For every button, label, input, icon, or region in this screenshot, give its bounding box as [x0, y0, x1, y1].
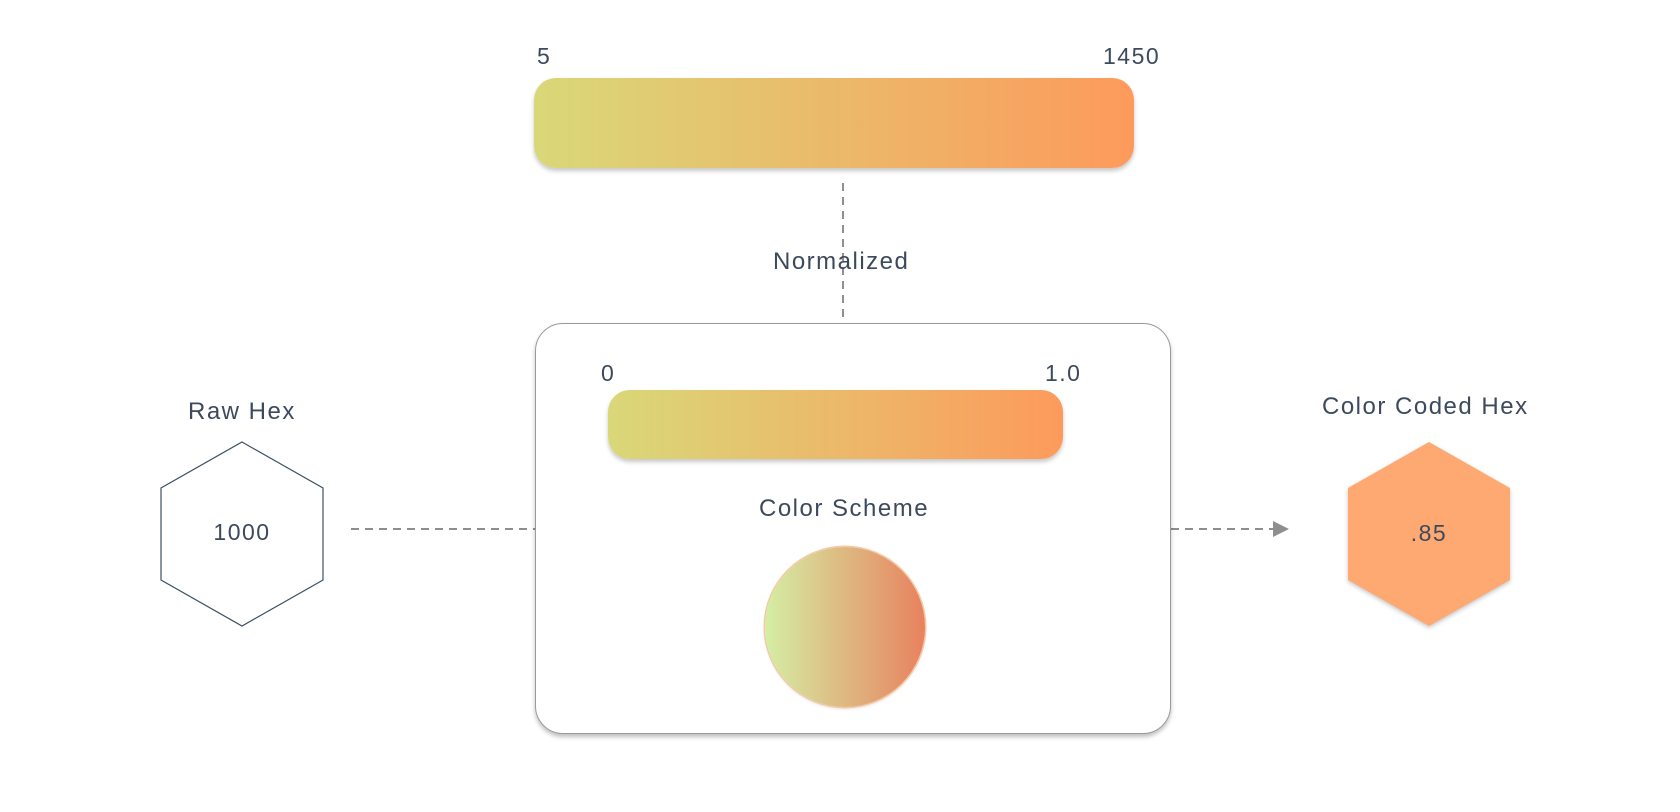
raw-range-gradient-bar — [534, 78, 1134, 168]
normalized-label: Normalized — [773, 248, 910, 275]
raw-hex-value: 1000 — [213, 519, 271, 545]
normalized-range-min-label: 0 — [601, 360, 616, 386]
normalized-range-max-label: 1.0 — [1045, 360, 1082, 386]
color-coded-hex-shape — [1348, 442, 1510, 626]
raw-range-max-label: 1450 — [1103, 43, 1161, 69]
color-scheme-label: Color Scheme — [759, 495, 930, 522]
raw-hex: 1000 — [160, 441, 324, 627]
color-coded-hex-label: Color Coded Hex — [1322, 393, 1529, 420]
raw-range-min-label: 5 — [537, 43, 552, 69]
normalized-gradient-bar — [608, 390, 1063, 459]
color-coded-hex: .85 — [1347, 441, 1511, 627]
color-coded-hex-value: .85 — [1410, 520, 1448, 546]
color-scheme-circle — [765, 547, 925, 707]
raw-hex-shape — [160, 441, 324, 627]
raw-hex-label: Raw Hex — [188, 398, 296, 425]
output-arrowhead — [1273, 521, 1289, 537]
